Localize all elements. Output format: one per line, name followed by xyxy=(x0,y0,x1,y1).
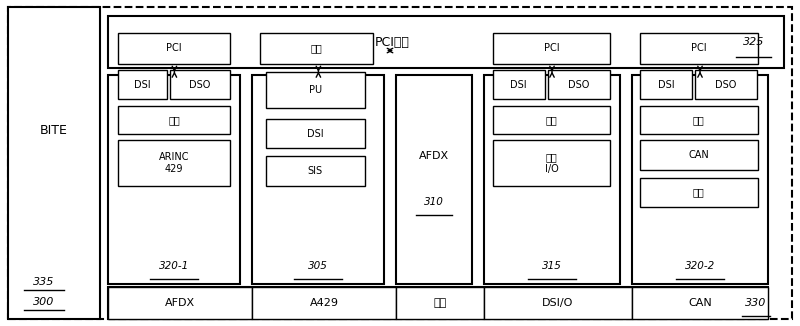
Text: CAN: CAN xyxy=(688,298,712,308)
Text: PCI总线: PCI总线 xyxy=(374,36,410,49)
Text: SIS: SIS xyxy=(308,166,322,176)
Text: PCI: PCI xyxy=(691,43,706,53)
Bar xyxy=(640,33,758,64)
Bar xyxy=(118,140,230,186)
Bar xyxy=(640,178,758,207)
Bar xyxy=(640,70,692,99)
Bar xyxy=(170,70,230,99)
Bar xyxy=(260,33,373,64)
Bar xyxy=(493,106,610,134)
Bar xyxy=(632,75,768,284)
Text: 305: 305 xyxy=(308,261,328,271)
Bar xyxy=(8,7,100,319)
Text: DSI: DSI xyxy=(307,129,323,139)
Text: 320-1: 320-1 xyxy=(159,261,189,271)
Text: 300: 300 xyxy=(34,297,54,306)
Bar xyxy=(108,16,784,68)
Text: 模拟: 模拟 xyxy=(434,298,446,308)
Text: DSI: DSI xyxy=(134,80,150,90)
Bar xyxy=(266,119,365,148)
Bar xyxy=(118,106,230,134)
Text: ARINC
429: ARINC 429 xyxy=(158,152,190,174)
Text: PU: PU xyxy=(309,85,322,95)
Text: 325: 325 xyxy=(743,37,764,47)
Text: DSI: DSI xyxy=(658,80,674,90)
Bar xyxy=(118,33,230,64)
Bar xyxy=(252,287,396,319)
Text: DSO: DSO xyxy=(715,80,737,90)
Bar xyxy=(632,287,768,319)
Text: 330: 330 xyxy=(746,298,766,308)
Text: A429: A429 xyxy=(310,298,338,308)
Bar xyxy=(108,287,252,319)
Bar xyxy=(548,70,610,99)
Bar xyxy=(640,106,758,134)
Bar xyxy=(484,287,632,319)
Text: PCI: PCI xyxy=(544,43,559,53)
Text: 320-2: 320-2 xyxy=(685,261,715,271)
Text: BITE: BITE xyxy=(40,124,68,137)
Bar xyxy=(493,33,610,64)
Bar xyxy=(493,70,545,99)
Bar xyxy=(695,70,757,99)
Bar xyxy=(396,75,472,284)
Text: PCI: PCI xyxy=(166,43,182,53)
Bar xyxy=(484,75,620,284)
Bar xyxy=(108,75,240,284)
Bar xyxy=(640,140,758,170)
Text: AFDX: AFDX xyxy=(419,152,449,161)
Text: AFDX: AFDX xyxy=(165,298,195,308)
Text: DSI/O: DSI/O xyxy=(542,298,574,308)
Text: 模拟: 模拟 xyxy=(546,115,558,125)
Text: 310: 310 xyxy=(424,197,444,207)
Text: 315: 315 xyxy=(542,261,562,271)
Text: DSO: DSO xyxy=(190,80,210,90)
Text: 电源
I/O: 电源 I/O xyxy=(545,152,558,174)
Text: CAN: CAN xyxy=(689,150,709,160)
Bar xyxy=(396,287,484,319)
Bar xyxy=(266,156,365,186)
Text: 桥路: 桥路 xyxy=(310,43,322,53)
Text: 开关: 开关 xyxy=(693,187,705,197)
Text: 模拟: 模拟 xyxy=(168,115,180,125)
Text: 模拟: 模拟 xyxy=(693,115,705,125)
Bar xyxy=(118,70,167,99)
Bar xyxy=(252,75,384,284)
Bar xyxy=(266,72,365,108)
Text: DSO: DSO xyxy=(568,80,590,90)
Bar xyxy=(493,140,610,186)
Bar xyxy=(108,287,768,319)
Text: DSI: DSI xyxy=(510,80,527,90)
Text: 335: 335 xyxy=(34,277,54,287)
